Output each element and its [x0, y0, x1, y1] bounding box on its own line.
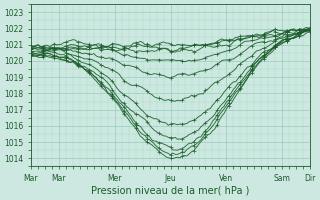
- X-axis label: Pression niveau de la mer( hPa ): Pression niveau de la mer( hPa ): [92, 186, 250, 196]
